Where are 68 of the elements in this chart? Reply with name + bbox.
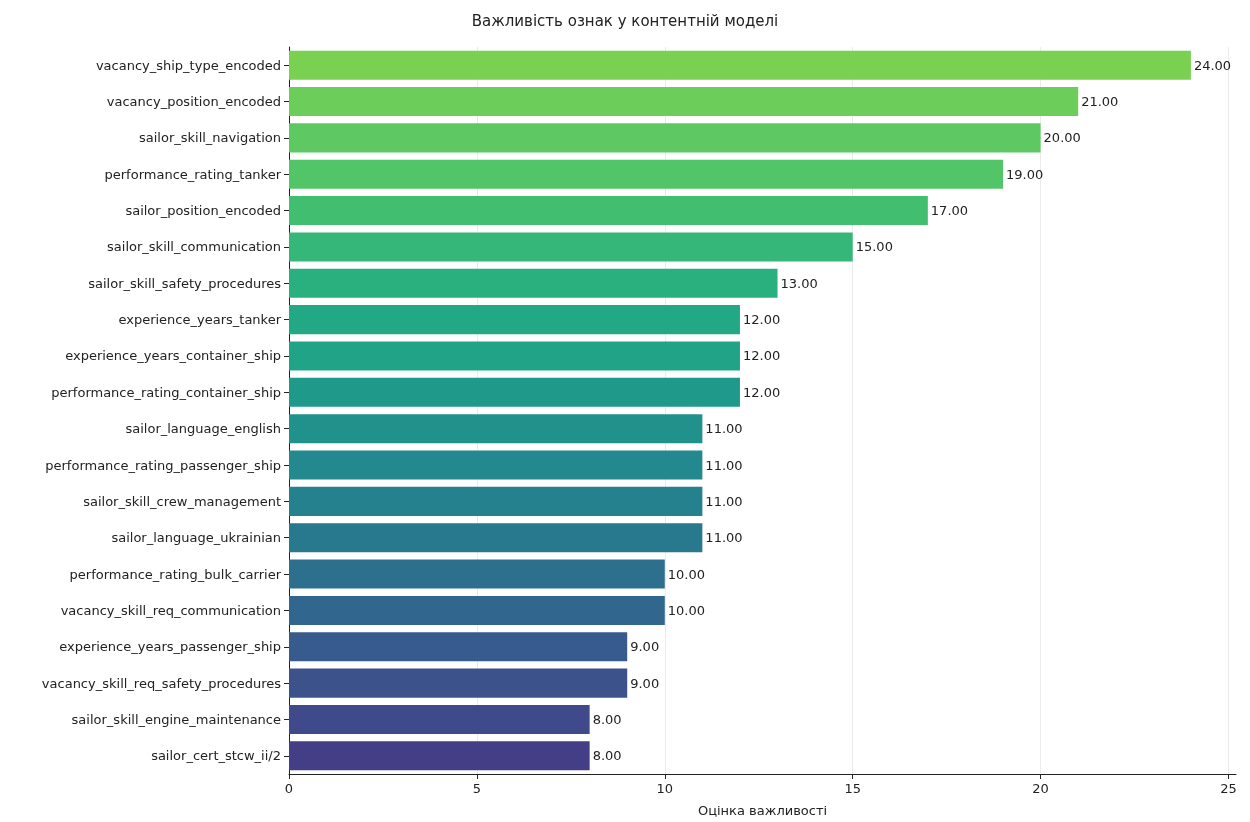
x-tick-label: 15 xyxy=(844,781,861,796)
x-tick-label: 20 xyxy=(1032,781,1049,796)
y-tick-label: performance_rating_tanker xyxy=(104,166,282,182)
data-label: 21.00 xyxy=(1081,94,1119,110)
x-tick-label: 0 xyxy=(284,781,294,796)
data-label: 11.00 xyxy=(705,421,743,437)
data-label: 8.00 xyxy=(592,711,622,727)
data-label: 15.00 xyxy=(855,239,893,255)
data-label: 13.00 xyxy=(780,275,818,291)
bar xyxy=(289,305,740,335)
data-label: 11.00 xyxy=(705,530,743,546)
y-tick-label: sailor_skill_communication xyxy=(107,239,281,255)
y-tick-label: experience_years_passenger_ship xyxy=(59,639,281,655)
y-tick-label: vacancy_position_encoded xyxy=(106,94,281,110)
bar xyxy=(289,595,665,625)
data-label: 10.00 xyxy=(667,566,706,582)
y-tick-label: performance_rating_container_ship xyxy=(51,384,281,400)
y-tick-label: sailor_cert_stcw_ii/2 xyxy=(151,748,281,764)
bar xyxy=(289,268,778,298)
bar xyxy=(289,559,665,589)
y-tick-label: sailor_skill_safety_procedures xyxy=(88,275,282,291)
bar xyxy=(289,86,1079,117)
bar xyxy=(289,50,1191,80)
bar xyxy=(289,341,740,371)
bar xyxy=(289,232,853,262)
y-tick-label: sailor_skill_engine_maintenance xyxy=(71,711,281,727)
bar xyxy=(289,704,590,735)
y-tick-label: vacancy_ship_type_encoded xyxy=(95,57,281,73)
bar xyxy=(289,668,628,698)
y-tick-label: sailor_language_ukrainian xyxy=(111,530,281,546)
x-axis-title: Оцінка важливості xyxy=(697,803,828,818)
bar xyxy=(289,450,703,480)
data-label: 9.00 xyxy=(630,675,660,691)
y-tick-label: sailor_position_encoded xyxy=(125,203,281,219)
bar xyxy=(289,123,1041,153)
data-label: 10.00 xyxy=(667,602,706,618)
data-label: 12.00 xyxy=(742,312,781,328)
y-tick-label: sailor_skill_navigation xyxy=(138,130,281,146)
y-tick-label: vacancy_skill_req_communication xyxy=(60,602,281,618)
y-tick-label: performance_rating_bulk_carrier xyxy=(69,566,282,582)
x-tick-label: 10 xyxy=(656,781,674,796)
y-tick-label: sailor_skill_crew_management xyxy=(83,493,281,509)
data-label: 12.00 xyxy=(742,348,781,364)
y-tick-label: sailor_language_english xyxy=(125,421,281,437)
bar xyxy=(289,377,740,407)
bar xyxy=(289,523,703,553)
data-label: 20.00 xyxy=(1043,130,1081,146)
y-tick-label: experience_years_tanker xyxy=(118,312,282,328)
x-tick-label: 5 xyxy=(472,781,482,796)
bar xyxy=(289,632,628,662)
data-label: 11.00 xyxy=(705,493,743,509)
y-tick-label: performance_rating_passenger_ship xyxy=(45,457,281,473)
bar xyxy=(289,486,703,516)
data-label: 9.00 xyxy=(630,639,660,655)
y-tick-label: experience_years_container_ship xyxy=(65,348,281,364)
data-label: 11.00 xyxy=(705,457,743,473)
data-label: 24.00 xyxy=(1193,57,1232,73)
data-label: 8.00 xyxy=(592,748,622,764)
bar xyxy=(289,196,928,226)
x-tick-label: 25 xyxy=(1220,781,1237,796)
data-label: 19.00 xyxy=(1006,166,1044,182)
bar xyxy=(289,741,590,771)
bar xyxy=(289,414,703,444)
bar xyxy=(289,159,1004,189)
data-label: 17.00 xyxy=(930,203,969,219)
chart-title: Важливість ознак у контентній моделі xyxy=(471,11,779,30)
y-tick-label: vacancy_skill_req_safety_procedures xyxy=(41,675,282,691)
data-label: 12.00 xyxy=(742,384,781,400)
